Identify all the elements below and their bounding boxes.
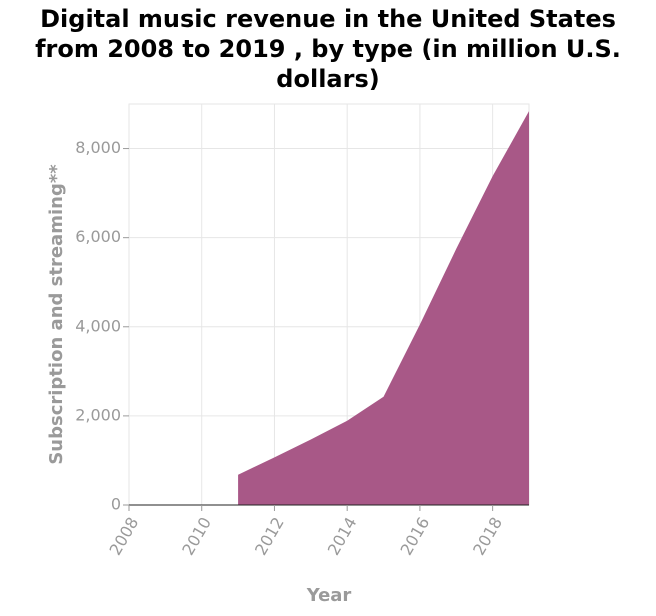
x-tick-label: 2012: [251, 514, 288, 559]
x-tick-label: 2018: [469, 514, 506, 559]
x-tick-label: 2014: [324, 514, 361, 559]
y-tick-label: 8,000: [75, 138, 121, 157]
x-tick-label: 2008: [106, 514, 143, 559]
y-tick-label: 2,000: [75, 405, 121, 424]
area-series: [238, 111, 529, 505]
x-tick-label: 2010: [178, 514, 215, 559]
x-tick-label: 2016: [396, 514, 433, 559]
area-fill: [238, 111, 529, 505]
axes: [123, 148, 529, 511]
y-tick-label: 4,000: [75, 316, 121, 335]
y-tick-label: 0: [111, 495, 121, 514]
y-tick-label: 6,000: [75, 227, 121, 246]
chart-title: Digital music revenue in the United Stat…: [35, 5, 621, 93]
y-axis-title: Subscription and streaming**: [46, 164, 67, 465]
x-axis-title: Year: [306, 585, 352, 606]
